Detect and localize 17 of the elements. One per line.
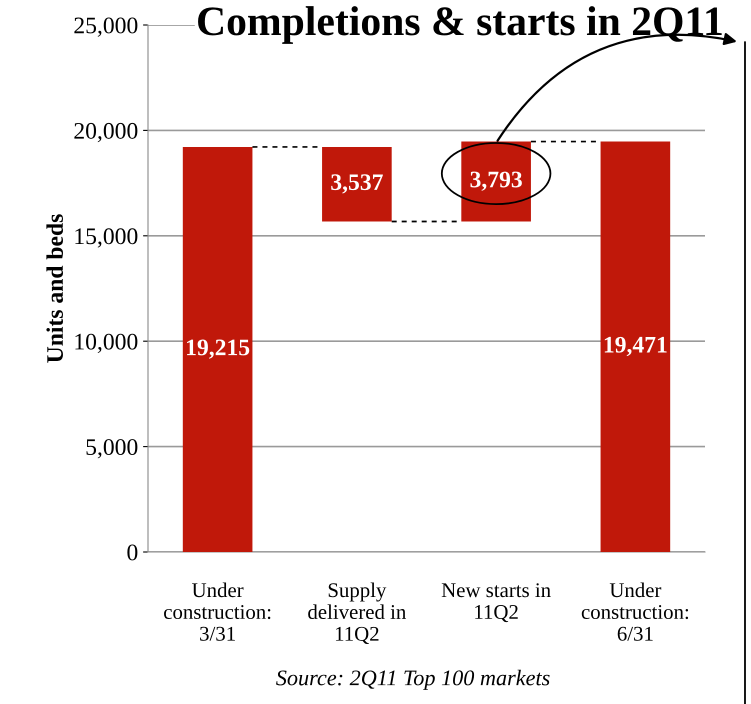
y-tick-label: 10,000: [75, 334, 138, 354]
y-tick-label: 20,000: [74, 122, 138, 142]
data-label: 19,471: [604, 336, 667, 356]
x-tick-label: New starts in 11Q2: [442, 583, 551, 622]
data-label: 3,537: [331, 174, 383, 194]
x-tick-label: Under construction: 6/31: [582, 582, 688, 641]
chart-title: Completions & starts in 2Q11: [198, 6, 722, 44]
x-tick-label: Supply delivered in 11Q2: [308, 582, 406, 644]
data-label: 19,215: [187, 340, 250, 359]
y-tick-label: 25,000: [74, 17, 138, 37]
y-tick-label: 5,000: [86, 439, 138, 458]
data-label: 3,793: [470, 172, 522, 191]
y-tick-label: 0: [127, 544, 138, 560]
x-tick-label: Under construction: 3/31: [164, 582, 270, 641]
source-note: Source: 2Q11 Top 100 markets: [276, 670, 550, 690]
y-axis-title: Units and beds: [46, 214, 63, 363]
y-tick-label: 15,000: [75, 228, 138, 248]
